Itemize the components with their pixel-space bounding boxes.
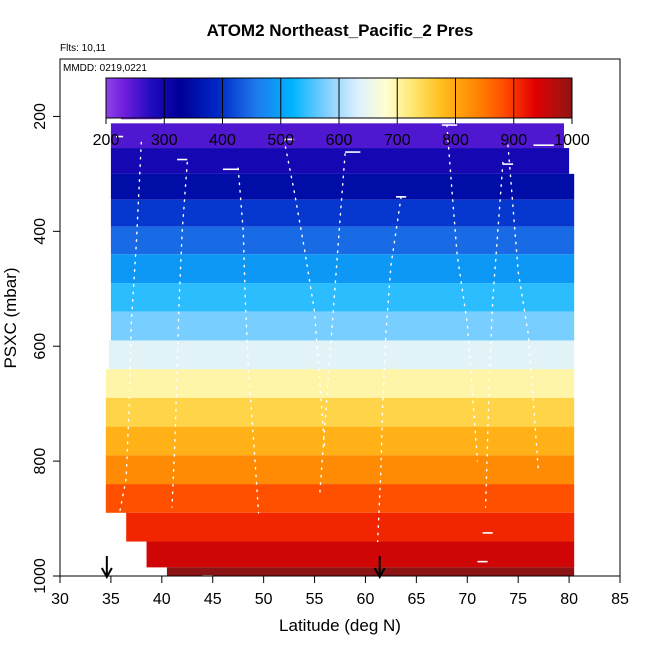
x-tick-label: 40 [153,591,171,608]
arrow-markers [100,556,386,580]
date-label: MMDD: 0219,0221 [63,63,147,74]
colorbar-tick-label: 200 [93,132,120,149]
heatmap-cell [105,484,575,513]
flight-legs [116,114,554,576]
y-tick-label: 600 [32,333,49,360]
heatmap-cell [110,123,564,149]
heatmap-cell [126,512,575,542]
chart-title: ATOM2 Northeast_Pacific_2 Pres [207,21,474,40]
colorbar-tick-label: 300 [151,132,178,149]
flights-label: Flts: 10,11 [60,43,106,54]
x-tick-label: 65 [407,591,425,608]
x-tick-label: 55 [306,591,324,608]
x-tick-label: 85 [611,591,629,608]
plot-area [105,96,575,576]
x-tick-label: 70 [458,591,476,608]
x-tick-label: 30 [51,591,69,608]
colorbar-tick-label: 800 [442,132,469,149]
arrow-head [373,567,386,580]
heatmap-cell [110,254,575,284]
heatmap-cell [105,369,575,398]
profile-track [484,161,504,508]
heatmap-cell [166,567,575,576]
x-tick-label: 60 [357,591,375,608]
x-tick-label: 45 [204,591,222,608]
heatmap-bands [105,96,575,576]
heatmap-cell [110,173,575,200]
y-tick-label: 400 [32,218,49,245]
heatmap-cell [105,426,575,456]
heatmap-cell [146,541,575,568]
heatmap-cell [110,226,575,255]
x-tick-label: 75 [509,591,527,608]
profile-track [376,196,402,543]
colorbar-tick-label: 600 [326,132,353,149]
heatmap-cell [105,455,575,485]
heatmap-cell [110,148,570,174]
x-tick-label: 50 [255,591,273,608]
colorbar-tick-label: 500 [267,132,294,149]
heatmap-cell [110,311,575,341]
colorbar-tick-label: 1000 [554,132,590,149]
profile-track [283,138,326,451]
y-tick-label: 1000 [32,558,49,594]
profile-track [237,167,260,514]
heatmap-cell [110,199,575,227]
y-tick-label: 800 [32,448,49,475]
profile-track [507,144,540,474]
x-axis-label: Latitude (deg N) [279,616,401,635]
colorbar-ticks: 200 300 400 500 600 700 800 900 1000 [93,78,590,149]
arrow-head [100,567,113,580]
x-axis: 30 35 40 45 50 55 60 65 70 75 80 85 [51,575,629,608]
colorbar: 200 300 400 500 600 700 800 900 1000 [93,77,590,149]
profile-track [446,124,479,462]
profile-track [112,138,143,548]
x-tick-label: 35 [102,591,120,608]
y-axis: 200 400 600 800 1000 [32,103,60,594]
flight-profiles [112,124,540,548]
y-axis-label: PSXC (mbar) [1,267,20,368]
heatmap-cell [108,340,575,370]
colorbar-tick-label: 900 [500,132,527,149]
x-tick-label: 80 [560,591,578,608]
profile-track [318,153,346,497]
y-tick-label: 200 [32,103,49,130]
heatmap-cell [105,397,575,427]
colorbar-tick-label: 400 [209,132,236,149]
colorbar-tick-label: 700 [384,132,411,149]
heatmap-cell [110,283,575,312]
profile-track [171,161,188,508]
